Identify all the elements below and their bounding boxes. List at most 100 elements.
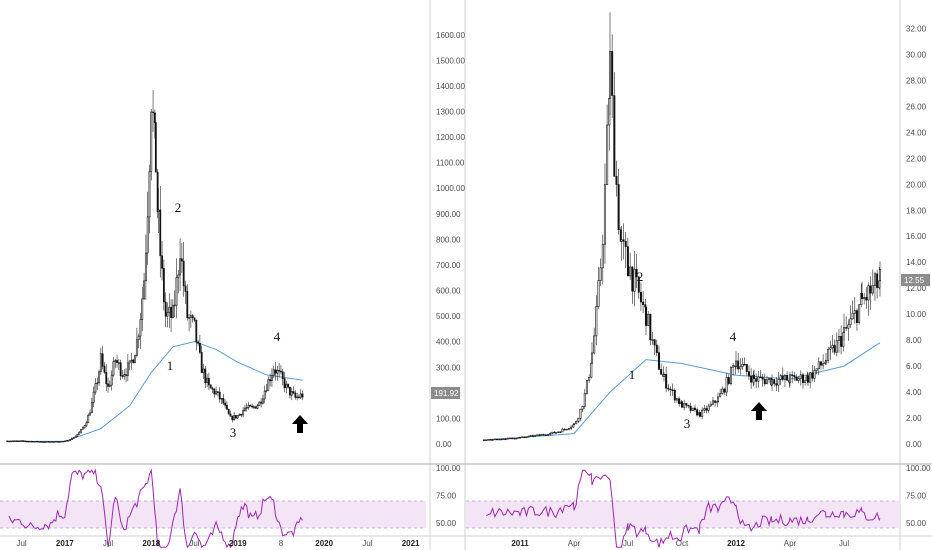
candle	[493, 438, 496, 441]
candle	[280, 370, 282, 373]
candle	[233, 415, 236, 421]
candle	[626, 246, 629, 267]
candle	[647, 313, 650, 326]
candle	[542, 434, 545, 436]
candle	[209, 384, 212, 389]
candle	[597, 280, 600, 307]
candle	[101, 353, 104, 367]
candle	[94, 383, 97, 393]
candle	[18, 440, 21, 442]
candle	[166, 312, 169, 317]
candle	[547, 434, 550, 436]
candle	[867, 285, 870, 301]
candle	[549, 432, 552, 435]
candle	[513, 437, 516, 440]
candle	[642, 301, 645, 305]
candle	[132, 359, 135, 364]
candle	[755, 378, 758, 382]
candle	[822, 363, 825, 366]
candle	[485, 439, 488, 441]
y-tick-label: 20.00	[906, 180, 927, 189]
x-tick-label: 2012	[727, 539, 745, 548]
y-tick-label: 300.00	[436, 363, 461, 372]
candle	[267, 379, 270, 391]
candle	[590, 362, 593, 378]
candle	[251, 405, 254, 408]
y-tick-label: 6.00	[906, 362, 922, 371]
candle	[202, 368, 205, 373]
wave-label-1: 1	[167, 358, 174, 373]
candle	[152, 111, 154, 114]
candle	[809, 372, 812, 383]
candle	[107, 383, 109, 387]
candle	[723, 388, 726, 393]
candle	[42, 441, 45, 443]
candle	[298, 396, 300, 398]
candle	[489, 439, 492, 441]
candle	[175, 277, 178, 306]
candle	[148, 171, 151, 218]
candle	[240, 413, 243, 416]
candle	[721, 388, 724, 394]
candle	[527, 435, 530, 438]
candle	[9, 440, 12, 443]
wave-label-2: 2	[637, 269, 644, 284]
candle	[770, 379, 774, 386]
last-price-label: 12.55	[904, 276, 925, 285]
candle	[714, 400, 717, 403]
candle	[121, 375, 124, 377]
candle	[184, 285, 187, 292]
candle	[620, 239, 623, 242]
candle	[278, 369, 281, 372]
candle	[827, 348, 830, 361]
candle	[691, 407, 694, 411]
candle	[213, 388, 216, 395]
candle	[35, 440, 37, 443]
candle	[873, 273, 876, 286]
rsi-tick-label: 75.00	[436, 492, 457, 501]
candle	[540, 434, 543, 436]
wave-label-1: 1	[629, 367, 636, 382]
candle	[76, 434, 79, 437]
candle	[272, 369, 275, 376]
y-tick-label: 28.00	[906, 76, 927, 85]
candle	[869, 285, 872, 294]
candle	[44, 441, 46, 443]
candle	[739, 366, 742, 370]
candle	[110, 374, 113, 386]
candle	[139, 319, 142, 337]
candle	[146, 216, 149, 254]
candle	[207, 377, 210, 386]
x-tick-label: Jul	[16, 539, 26, 548]
candle	[198, 342, 201, 353]
candle	[263, 390, 266, 400]
candle	[256, 405, 259, 409]
last-price-label: 191.92	[434, 389, 459, 398]
wave-label-3: 3	[230, 425, 237, 440]
candle	[847, 324, 850, 329]
candle	[745, 364, 748, 372]
candle	[747, 371, 750, 377]
candle	[189, 315, 192, 318]
candle	[6, 440, 9, 443]
candle	[40, 441, 43, 443]
candle	[98, 371, 100, 384]
candle	[865, 297, 868, 301]
candle	[665, 373, 668, 389]
candle	[125, 374, 127, 376]
candle	[673, 389, 676, 401]
candle	[590, 352, 594, 364]
candle	[561, 428, 564, 433]
candle	[63, 440, 66, 443]
candle	[534, 435, 537, 437]
candle	[253, 406, 255, 408]
candle	[22, 440, 25, 442]
candle	[171, 304, 174, 318]
candle	[669, 388, 672, 391]
y-tick-label: 400.00	[436, 338, 461, 347]
candle	[675, 398, 678, 401]
candle	[876, 273, 879, 289]
candle	[87, 414, 90, 424]
candle	[521, 436, 524, 438]
candle	[193, 317, 196, 321]
